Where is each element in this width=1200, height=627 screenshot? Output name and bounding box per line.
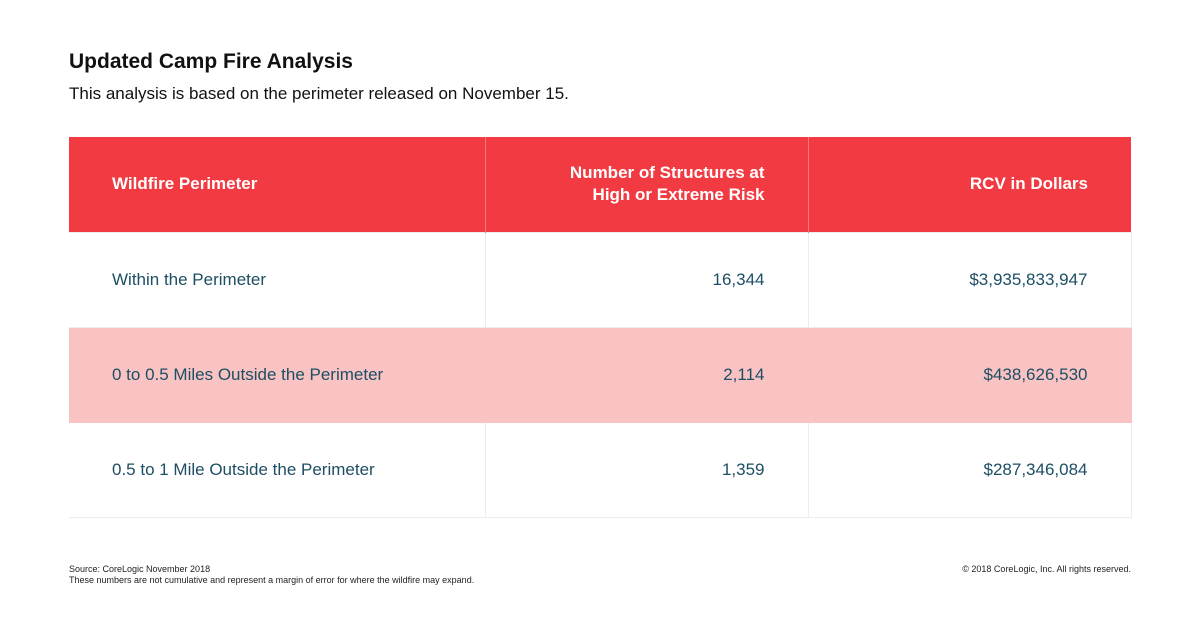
header-row: Wildfire Perimeter Number of Structures a… xyxy=(69,137,1131,232)
column-header: Wildfire Perimeter xyxy=(69,137,485,232)
table-cell: $438,626,530 xyxy=(807,326,1132,423)
title: Updated Camp Fire Analysis xyxy=(69,50,353,73)
table-cell: $3,935,833,947 xyxy=(807,231,1132,328)
footer-notes: Source: CoreLogic November 2018 These nu… xyxy=(69,564,474,586)
column-header: RCV in Dollars xyxy=(807,137,1131,232)
column-header: Number of Structures at High or Extreme … xyxy=(484,137,808,232)
table-cell: 0 to 0.5 Miles Outside the Perimeter xyxy=(69,326,486,423)
table-cell: 16,344 xyxy=(484,231,809,328)
table-cell: 2,114 xyxy=(484,326,809,423)
copyright: © 2018 CoreLogic, Inc. All rights reserv… xyxy=(962,564,1131,574)
table-cell: $287,346,084 xyxy=(807,421,1132,518)
table-row: 0.5 to 1 Mile Outside the Perimeter 1,359… xyxy=(69,421,1132,518)
table-row: Within the Perimeter 16,344 $3,935,833,947 xyxy=(69,231,1132,328)
table-cell: Within the Perimeter xyxy=(69,231,486,328)
table-body: Within the Perimeter 16,344 $3,935,833,947… xyxy=(69,231,1132,518)
note: These numbers are not cumulative and rep… xyxy=(69,575,475,585)
table-row: 0 to 0.5 Miles Outside the Perimeter 2,11… xyxy=(69,326,1132,423)
subtitle: This analysis is based on the perimeter … xyxy=(69,84,569,103)
data-table: Wildfire Perimeter Number of Structures a… xyxy=(69,137,1132,518)
table-cell: 1,359 xyxy=(484,421,809,518)
source: Source: CoreLogic November 2018 xyxy=(69,564,211,574)
table-cell: 0.5 to 1 Mile Outside the Perimeter xyxy=(69,421,486,518)
